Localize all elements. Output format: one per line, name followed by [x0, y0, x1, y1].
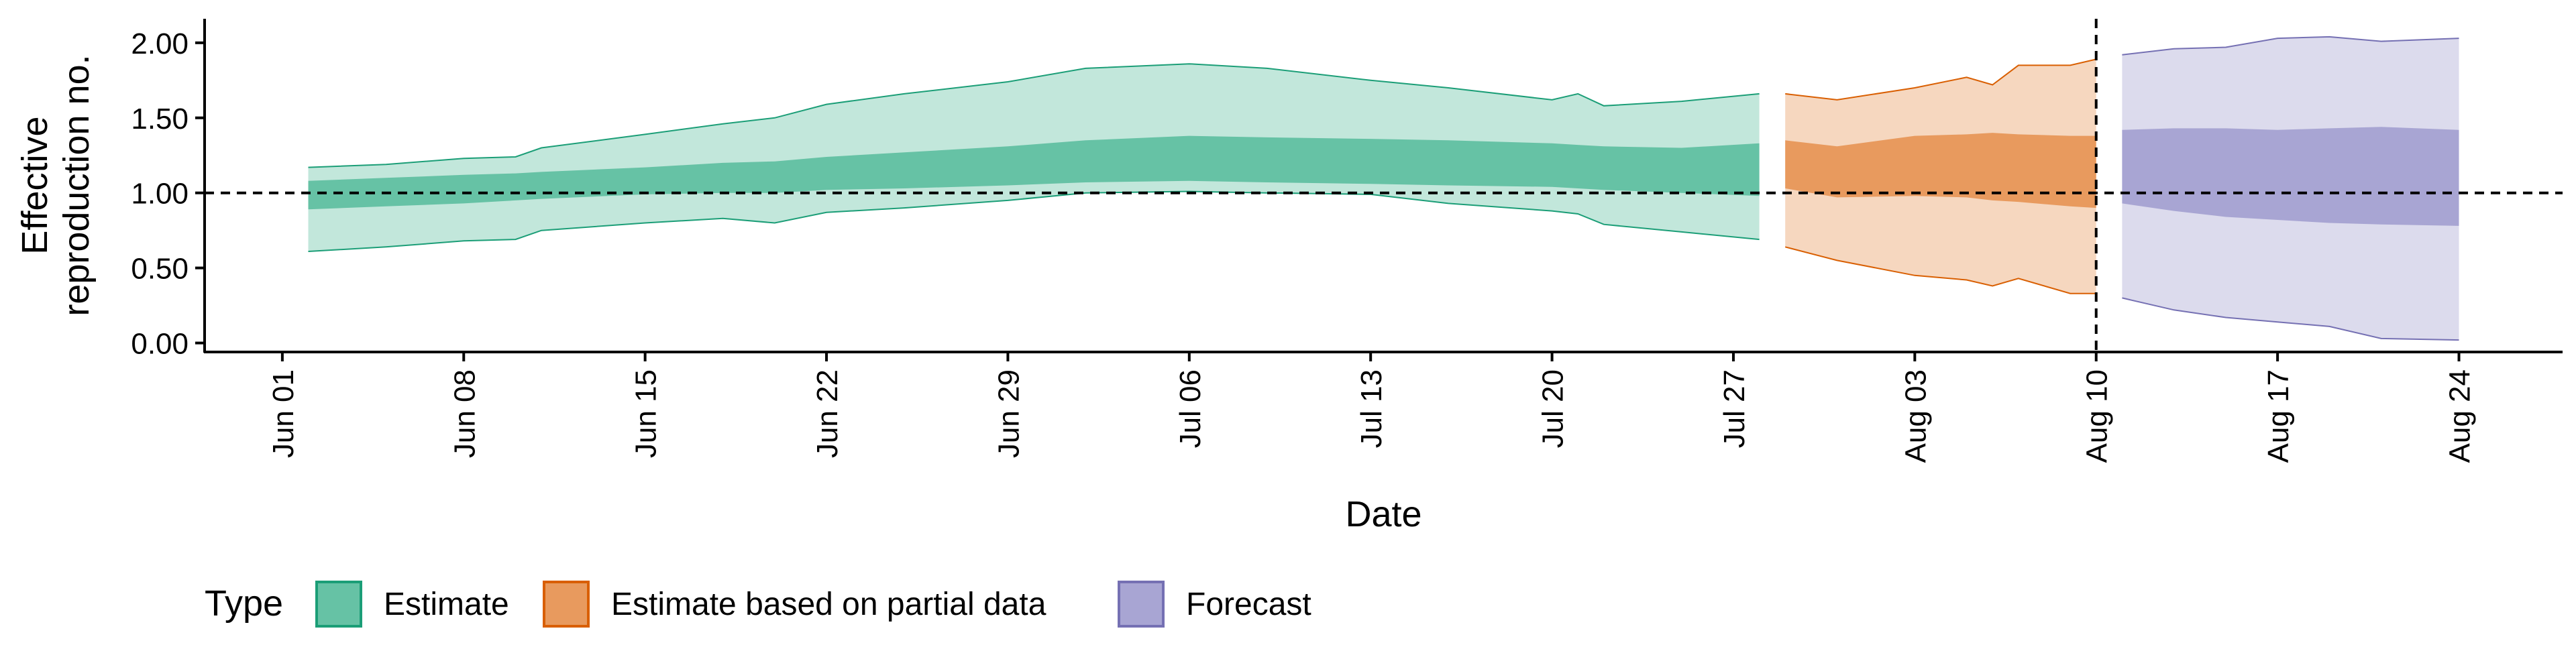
- legend-title: Type: [205, 583, 283, 624]
- band-50-estimate: [308, 135, 1760, 210]
- band-upper-edge-estimate: [308, 63, 1760, 168]
- x-tick-label: Jul 13: [1355, 369, 1388, 448]
- x-tick-label: Jul 06: [1174, 369, 1207, 448]
- legend-label-forecast: Forecast: [1186, 587, 1311, 622]
- legend-label-estimate: Estimate: [384, 587, 509, 622]
- y-tick-label: 2.00: [131, 27, 189, 60]
- bands-layer: [308, 36, 2459, 341]
- axes: 0.00 0.50 1.00 1.50 2.00 Jun 01 Jun 08 Jun 15 Ju…: [15, 19, 2563, 534]
- band-lower-edge-forecast: [2122, 297, 2459, 341]
- y-tick-label: 0.00: [131, 328, 189, 361]
- x-tick-label: Jul 20: [1537, 369, 1570, 448]
- x-tick-label: Jul 27: [1718, 369, 1751, 448]
- x-tick-label: Aug 17: [2262, 369, 2295, 463]
- x-tick-label: Aug 24: [2444, 369, 2477, 463]
- band-upper-edge-forecast: [2122, 36, 2459, 56]
- y-axis-title: Effectivereproduction no.: [15, 54, 97, 316]
- band-lower-edge-estimate-based-on-partial-data: [1784, 246, 2096, 294]
- x-tick-label: Jun 01: [267, 369, 300, 458]
- x-tick-label: Jun 08: [448, 369, 481, 458]
- y-axis-title-line: reproduction no.: [56, 54, 97, 316]
- reference-lines: [205, 19, 2563, 352]
- band-lower-edge-estimate: [308, 190, 1760, 252]
- y-tick-label: 1.00: [131, 178, 189, 211]
- band-upper-edge-estimate-based-on-partial-data: [1785, 58, 2096, 101]
- x-tick-label: Aug 03: [1899, 369, 1932, 463]
- legend-label-estimate-based-on-partial-data: Estimate based on partial data: [611, 587, 1046, 622]
- x-tick-label: Jun 15: [630, 369, 663, 458]
- y-tick-label: 1.50: [131, 103, 189, 135]
- band-50-forecast: [2122, 127, 2459, 226]
- y-axis-title-line: Effective: [15, 116, 55, 254]
- legend-key-estimate-based-on-partial-data: [543, 581, 590, 628]
- legend-key-estimate: [315, 581, 362, 628]
- x-axis-title: Date: [1345, 494, 1421, 534]
- legend-key-forecast: [1118, 581, 1165, 628]
- legend: Type Estimate Estimate based on partial da…: [205, 581, 1311, 628]
- y-tick-label: 0.50: [131, 253, 189, 286]
- x-tick-label: Jun 22: [811, 369, 844, 458]
- band-50-estimate-based-on-partial-data: [1785, 133, 2096, 209]
- x-tick-label: Jun 29: [992, 369, 1025, 458]
- x-tick-label: Aug 10: [2081, 369, 2114, 463]
